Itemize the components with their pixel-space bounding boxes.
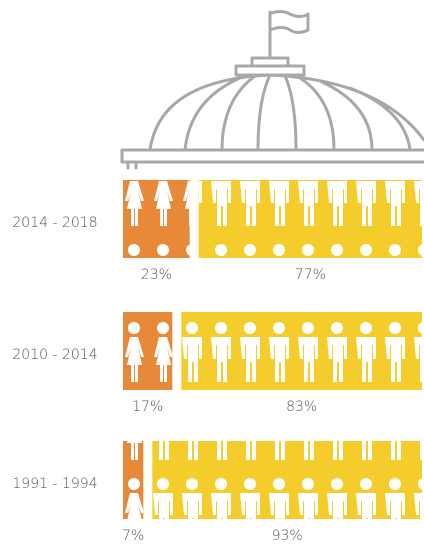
people-icons bbox=[123, 441, 144, 519]
people-icons bbox=[198, 180, 422, 258]
value-label: 7% bbox=[122, 528, 144, 544]
value-label: 77% bbox=[295, 267, 326, 283]
category-label: 2010 - 2014 bbox=[12, 347, 97, 363]
people-icons bbox=[181, 312, 422, 390]
value-label: 93% bbox=[272, 528, 303, 544]
people-icons bbox=[152, 441, 423, 519]
people-icons bbox=[123, 180, 190, 258]
category-label: 2014 - 2018 bbox=[12, 215, 97, 231]
value-label: 17% bbox=[132, 399, 163, 415]
people-icons bbox=[123, 312, 173, 390]
category-label: 1991 - 1994 bbox=[12, 476, 97, 492]
capitol-dome bbox=[120, 10, 424, 170]
value-label: 83% bbox=[286, 399, 317, 415]
value-label: 23% bbox=[141, 267, 172, 283]
